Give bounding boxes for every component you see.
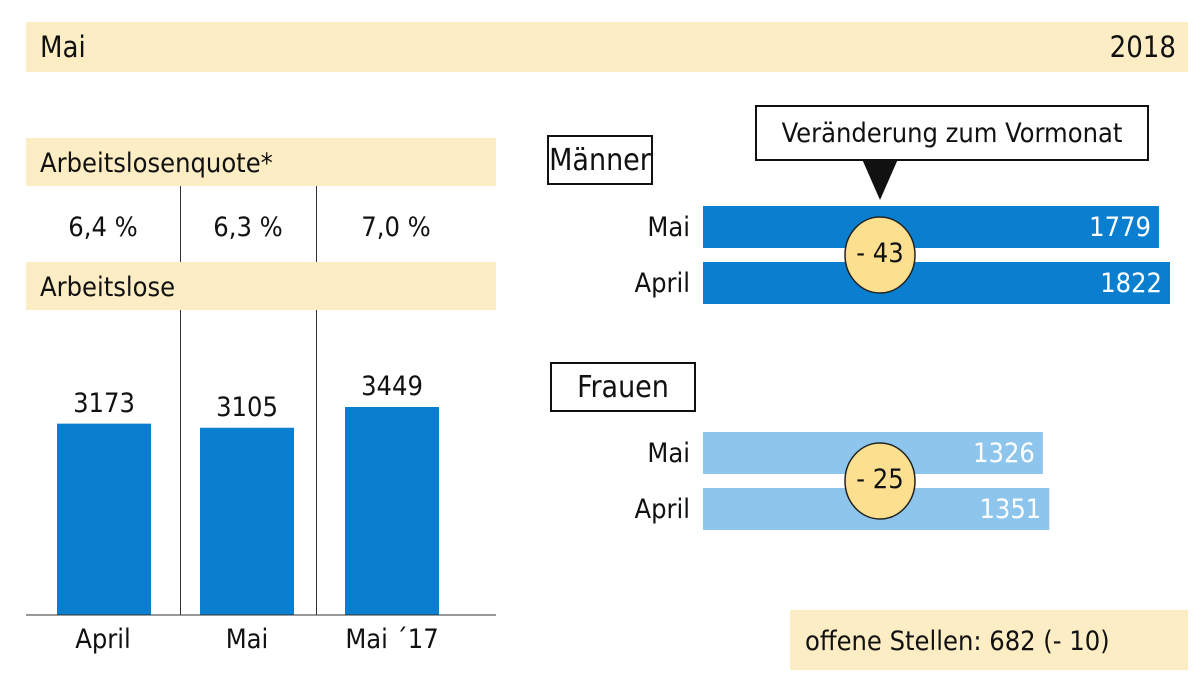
header-year: 2018 bbox=[1109, 30, 1176, 64]
hbar-value-label: 1351 bbox=[979, 494, 1042, 525]
divider bbox=[180, 310, 181, 615]
rate-mai: 6,3 % bbox=[213, 212, 283, 243]
x-tick-label: Mai bbox=[225, 624, 269, 655]
bar-1 bbox=[200, 427, 294, 615]
bar-value-label: 3173 bbox=[73, 387, 135, 419]
open-positions-band bbox=[790, 610, 1188, 670]
hbar-value-label: 1779 bbox=[1089, 212, 1151, 243]
hbar-category-label: Mai bbox=[647, 438, 690, 469]
hbar-value-label: 1822 bbox=[1100, 268, 1162, 299]
rate-mai17: 7,0 % bbox=[361, 212, 431, 243]
hbar-Männer-1 bbox=[703, 262, 1170, 304]
change-circle bbox=[844, 216, 916, 294]
rate-band bbox=[26, 138, 496, 186]
bar-0 bbox=[57, 423, 151, 615]
header-band bbox=[26, 22, 1188, 72]
divider bbox=[316, 310, 317, 615]
change-value: - 25 bbox=[856, 464, 904, 495]
open-positions: offene Stellen: 682 (- 10) bbox=[805, 626, 1110, 657]
x-tick-label: Mai ´17 bbox=[345, 624, 439, 655]
change-value: - 43 bbox=[856, 238, 904, 269]
header-month: Mai bbox=[40, 30, 86, 64]
men-title: Männer bbox=[547, 135, 653, 185]
rate-april: 6,4 % bbox=[68, 212, 138, 243]
change-callout: Veränderung zum Vormonat bbox=[755, 105, 1149, 161]
x-tick-label: April bbox=[75, 624, 131, 655]
bar-2 bbox=[345, 407, 439, 615]
bar-value-label: 3449 bbox=[361, 371, 423, 402]
unemployed-title: Arbeitslose bbox=[40, 272, 176, 303]
bar-value-label: 3105 bbox=[216, 391, 278, 423]
divider bbox=[180, 186, 181, 262]
hbar-category-label: April bbox=[634, 268, 690, 299]
women-title: Frauen bbox=[550, 362, 696, 412]
callout-pointer bbox=[862, 159, 898, 200]
divider bbox=[316, 186, 317, 262]
change-circle bbox=[844, 442, 916, 520]
hbar-value-label: 1326 bbox=[973, 438, 1035, 469]
unemployed-band bbox=[26, 262, 496, 310]
hbar-category-label: Mai bbox=[647, 212, 690, 243]
hbar-Männer-0 bbox=[703, 206, 1159, 248]
hbar-category-label: April bbox=[634, 494, 690, 525]
rate-title: Arbeitslosenquote* bbox=[40, 148, 273, 179]
